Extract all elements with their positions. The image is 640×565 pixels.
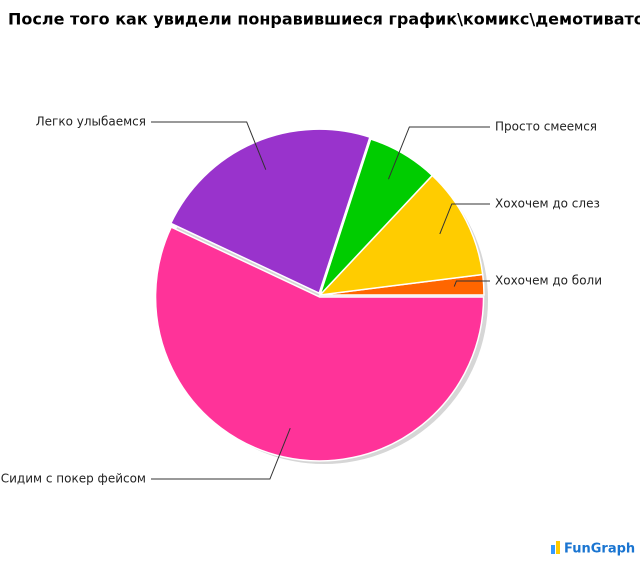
slice-label: Хохочем до слез (495, 197, 600, 211)
pie-slice (318, 174, 484, 297)
leader-line (151, 428, 291, 480)
slice-label: Хохочем до боли (495, 274, 602, 288)
logo: FunGraph (551, 541, 635, 557)
chart-title: После того как увидели понравившиеся гра… (8, 10, 640, 29)
pie-slice (154, 226, 485, 462)
leader-line (439, 203, 490, 235)
leader-line (387, 126, 490, 180)
pie-slice (319, 138, 434, 296)
watermark: FunGraph (564, 542, 635, 557)
leader-line (453, 280, 490, 287)
pie-slice (169, 128, 371, 295)
slice-label: Сидим с покер фейсом (1, 472, 146, 486)
slice-label: Просто смеемся (495, 120, 597, 134)
leader-line (151, 121, 267, 170)
slice-label: Легко улыбаемся (36, 115, 146, 129)
